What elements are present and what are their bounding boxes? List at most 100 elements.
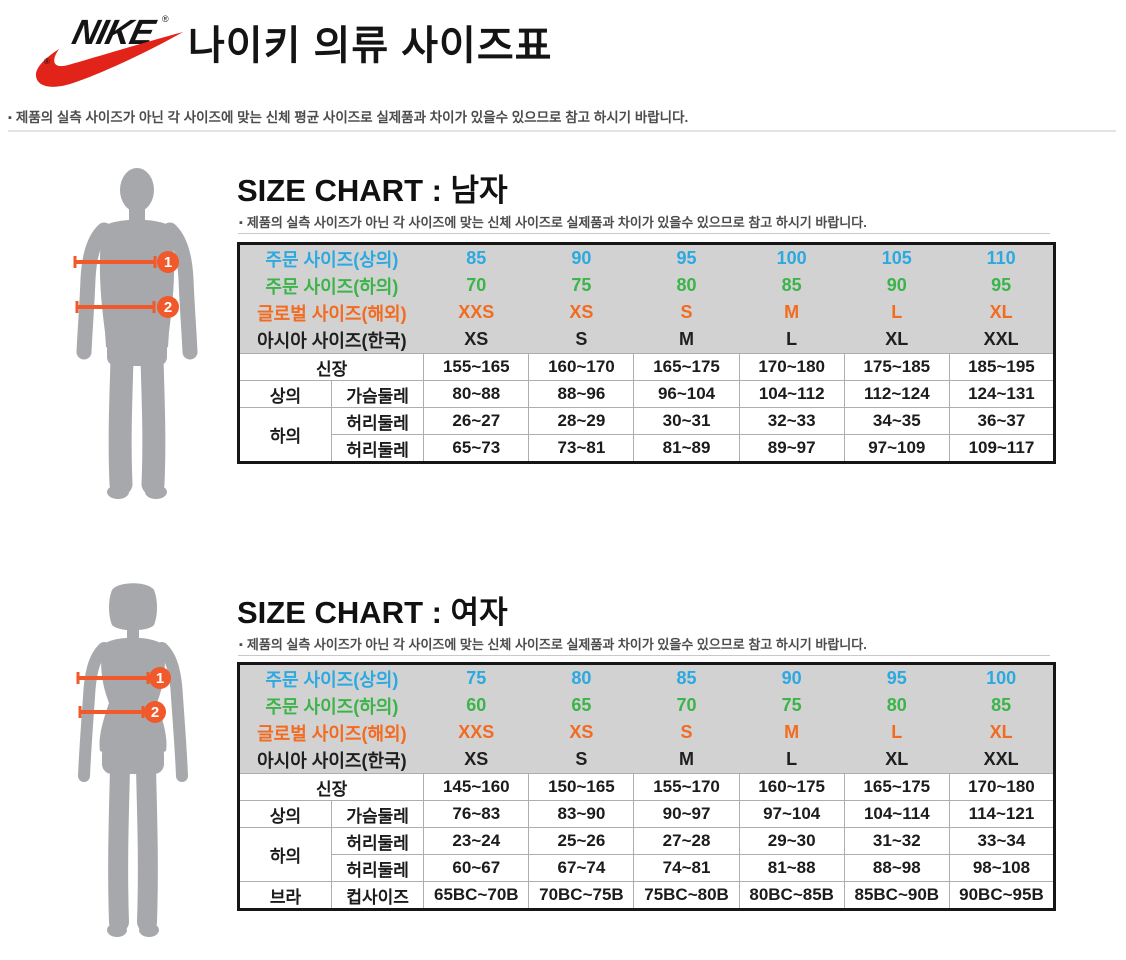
body-measure-row: 하의 허리둘레 26~27 28~29 30~31 32~33 34~35 36~37 — [237, 407, 1056, 463]
measure-value-cell: 28~29 — [528, 407, 635, 435]
measure-label: 허리둘레 — [331, 827, 425, 855]
size-value-cell: XXS — [423, 719, 529, 746]
measure-value-cell: 124~131 — [948, 380, 1056, 408]
svg-text:2: 2 — [164, 299, 172, 316]
body-measure-row: 브라 컵사이즈 65BC~70B 70BC~75B 75BC~80B 80BC~85B 85… — [237, 881, 1056, 910]
body-measure-row: 신장 145~160 150~165 155~170 160~175 165~175 170… — [237, 773, 1056, 801]
measure-value-cell: 160~175 — [738, 773, 845, 801]
measure-value-cell: 70BC~75B — [528, 881, 635, 910]
size-value-cell: 90 — [739, 663, 845, 692]
size-value-cell: XL — [844, 326, 950, 354]
measure-value-cell: 90~97 — [633, 800, 740, 828]
women-size-table: 주문 사이즈(상의) 75 80 85 90 95 100 주문 사이즈(하의) 60 65 70 7… — [237, 662, 1056, 911]
top-note-text: 제품의 실측 사이즈가 아닌 각 사이즈에 맞는 신체 평균 사이즈로 실제품과… — [15, 110, 689, 125]
nike-logo-icon: NIKE ® ® — [35, 12, 183, 87]
measure-value-cell: 67~74 — [528, 854, 635, 882]
marker-1-badge: 1 — [149, 667, 171, 689]
size-value-cell: 60 — [423, 692, 529, 719]
size-value-cell: 95 — [949, 272, 1055, 299]
measure-value-cell: 96~104 — [633, 380, 740, 408]
size-value-cell: XS — [423, 326, 529, 354]
measure-value-cell: 27~28 — [633, 827, 740, 855]
size-value-cell: 100 — [739, 243, 845, 272]
measure-value-cell: 175~185 — [843, 353, 950, 381]
size-value-cell: S — [528, 746, 634, 774]
measure-value-cell: 83~90 — [528, 800, 635, 828]
size-value-cell: XXL — [949, 326, 1055, 354]
size-value-cell: S — [633, 299, 740, 326]
measure-value-cell: 114~121 — [948, 800, 1056, 828]
measure-group-label: 상의 — [237, 380, 333, 408]
registered-mark-icon: ® — [44, 57, 50, 66]
marker-2-badge: 2 — [157, 296, 179, 318]
top-divider — [8, 130, 1116, 132]
size-value-cell: XS — [423, 746, 529, 774]
measure-value-cell: 90BC~95B — [948, 881, 1056, 910]
measure-value-cell: 165~175 — [843, 773, 950, 801]
size-value-cell: XS — [528, 299, 634, 326]
measure-label: 가슴둘레 — [331, 380, 425, 408]
measure-group-label: 브라 — [237, 881, 333, 910]
size-value-cell: 65 — [528, 692, 634, 719]
measure-value-cell: 155~170 — [633, 773, 740, 801]
size-value-cell: 75 — [423, 663, 529, 692]
size-value-cell: 80 — [844, 692, 950, 719]
size-value-cell: S — [633, 719, 740, 746]
svg-text:1: 1 — [156, 670, 164, 687]
measure-label: 신장 — [237, 353, 425, 381]
measure-label: 신장 — [237, 773, 425, 801]
size-row: 아시아 사이즈(한국) XS S M L XL XXL — [238, 326, 1055, 354]
measure-group-label: 하의 — [237, 407, 333, 463]
size-row-label: 주문 사이즈(하의) — [238, 692, 424, 719]
size-row: 아시아 사이즈(한국) XS S M L XL XXL — [238, 746, 1055, 774]
size-row-label: 주문 사이즈(하의) — [238, 272, 424, 299]
size-value-cell: 85 — [949, 692, 1055, 719]
measure-value-cell: 34~35 — [843, 407, 950, 435]
size-row-label: 글로벌 사이즈(해외) — [238, 719, 424, 746]
bullet-icon: ▪ — [239, 639, 243, 651]
body-measure-row: 허리둘레 60~67 67~74 74~81 81~88 88~98 98~108 — [239, 854, 1056, 882]
measure-value-cell: 104~112 — [738, 380, 845, 408]
measure-value-cell: 32~33 — [738, 407, 845, 435]
measure-value-cell: 98~108 — [948, 854, 1056, 882]
size-value-cell: L — [844, 299, 950, 326]
size-value-cell: M — [633, 326, 740, 354]
body-measure-row: 상의 가슴둘레 80~88 88~96 96~104 104~112 112~124 124~… — [237, 380, 1056, 408]
measure-value-cell: 36~37 — [948, 407, 1056, 435]
size-value-cell: 95 — [633, 243, 740, 272]
size-row: 글로벌 사이즈(해외) XXS XS S M L XL — [238, 299, 1055, 326]
measure-value-cell: 65~73 — [423, 434, 530, 463]
body-measure-row: 신장 155~165 160~170 165~175 170~180 175~185 185… — [237, 353, 1056, 381]
size-value-cell: 105 — [844, 243, 950, 272]
size-value-cell: 80 — [633, 272, 740, 299]
measure-label: 허리둘레 — [331, 407, 425, 435]
measure-value-cell: 74~81 — [633, 854, 740, 882]
size-row-label: 아시아 사이즈(한국) — [238, 326, 424, 354]
page-title: 나이키 의류 사이즈표 — [188, 24, 553, 68]
size-row: 주문 사이즈(상의) 75 80 85 90 95 100 — [238, 663, 1055, 692]
size-value-cell: 110 — [949, 243, 1055, 272]
measure-value-cell: 29~30 — [738, 827, 845, 855]
measure-value-cell: 170~180 — [948, 773, 1056, 801]
size-row: 주문 사이즈(하의) 70 75 80 85 90 95 — [238, 272, 1055, 299]
female-silhouette: 1 2 — [76, 583, 188, 937]
measure-group-label: 상의 — [237, 800, 333, 828]
size-row: 주문 사이즈(하의) 60 65 70 75 80 85 — [238, 692, 1055, 719]
men-section-note: ▪ 제품의 실측 사이즈가 아닌 각 사이즈에 맞는 신체 사이즈로 실제품과 차… — [239, 212, 867, 231]
measure-label: 가슴둘레 — [331, 800, 425, 828]
size-value-cell: S — [528, 326, 634, 354]
measure-value-cell: 65BC~70B — [423, 881, 530, 910]
measure-value-cell: 165~175 — [633, 353, 740, 381]
size-value-cell: 85 — [739, 272, 845, 299]
size-row-label: 주문 사이즈(상의) — [238, 663, 424, 692]
size-value-cell: L — [739, 746, 845, 774]
size-value-cell: 75 — [528, 272, 634, 299]
size-value-cell: L — [739, 326, 845, 354]
size-value-cell: XL — [844, 746, 950, 774]
size-row: 글로벌 사이즈(해외) XXS XS S M L XL — [238, 719, 1055, 746]
measure-value-cell: 97~109 — [843, 434, 950, 463]
svg-text:2: 2 — [151, 704, 159, 721]
registered-mark-icon: ® — [162, 14, 169, 24]
top-note: ▪ 제품의 실측 사이즈가 아닌 각 사이즈에 맞는 신체 평균 사이즈로 실제품… — [8, 106, 688, 126]
measure-value-cell: 80~88 — [423, 380, 530, 408]
